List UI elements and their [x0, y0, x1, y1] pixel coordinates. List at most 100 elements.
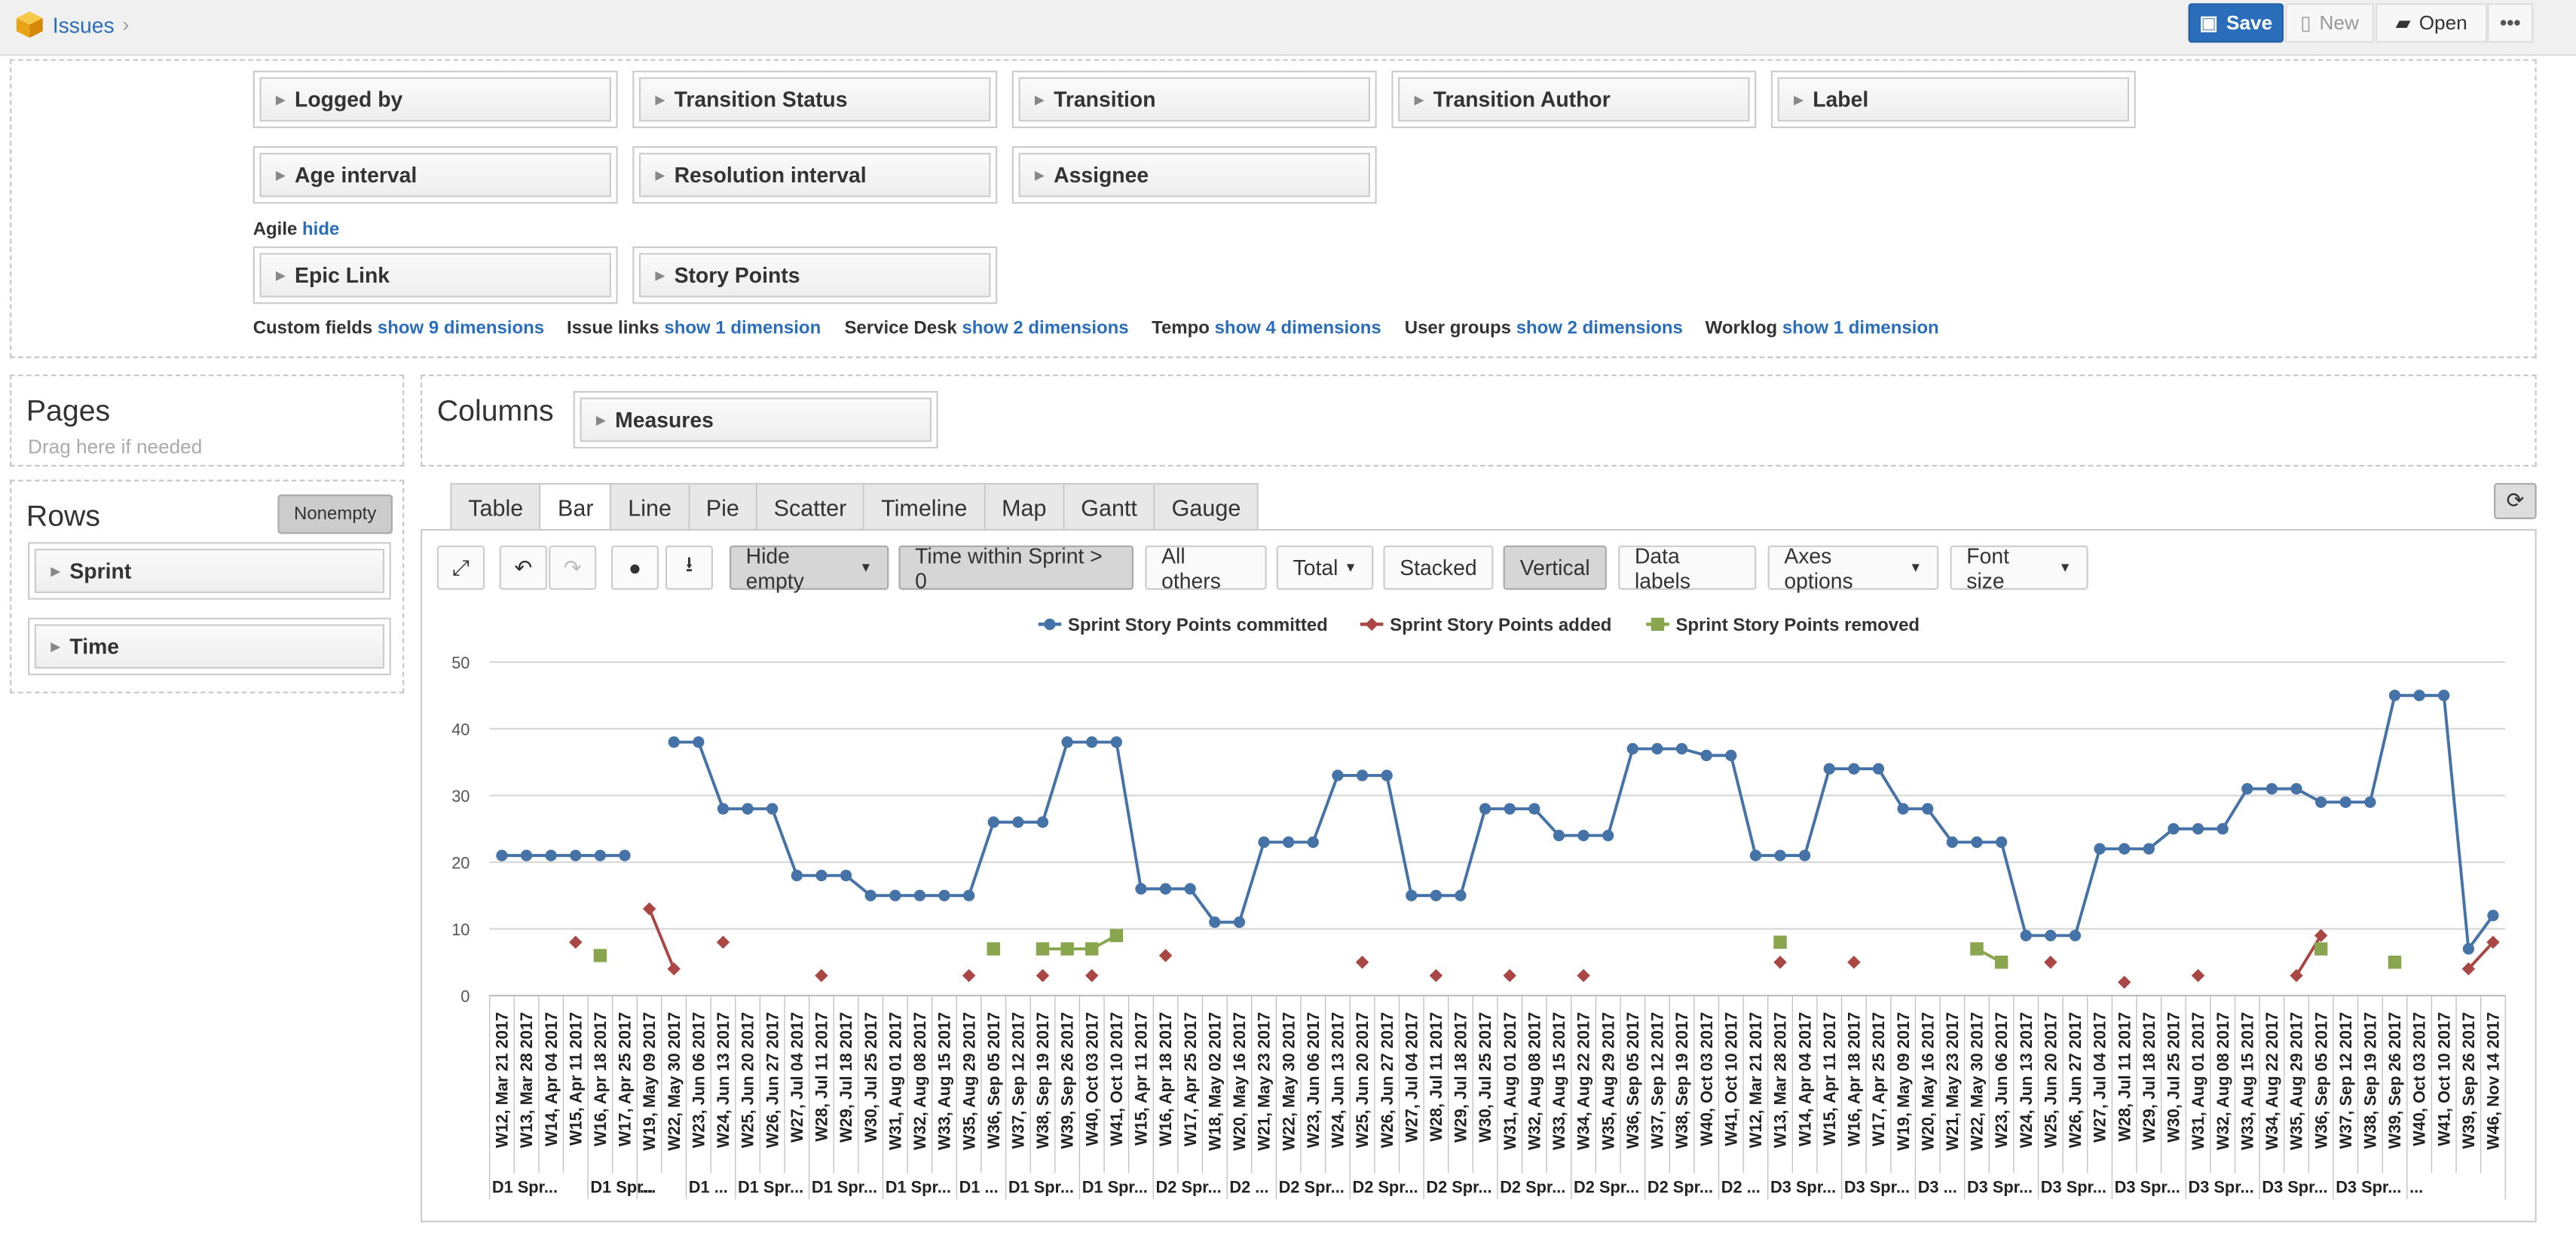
data-point[interactable]: [864, 889, 877, 901]
data-point[interactable]: [1479, 803, 1491, 815]
show-dimensions-link[interactable]: show 9 dimensions: [377, 318, 545, 339]
data-point[interactable]: [619, 849, 631, 861]
data-point[interactable]: [1086, 736, 1098, 748]
dimension-transition-author[interactable]: ▶ Transition Author: [1391, 70, 1757, 129]
data-point[interactable]: [1258, 836, 1270, 849]
data-point[interactable]: [1504, 803, 1516, 815]
data-labels-toggle[interactable]: Data labels: [1618, 543, 1757, 592]
data-point[interactable]: [2117, 975, 2131, 990]
data-point[interactable]: [1283, 836, 1295, 849]
data-point[interactable]: [938, 889, 950, 901]
data-point[interactable]: [1848, 763, 1860, 775]
data-point[interactable]: [1675, 742, 1688, 755]
data-point[interactable]: [594, 849, 607, 861]
data-point[interactable]: [717, 803, 730, 815]
data-point[interactable]: [2339, 796, 2351, 808]
data-point[interactable]: [1355, 956, 1369, 969]
new-button[interactable]: ▯ New: [2285, 3, 2374, 43]
data-point[interactable]: [791, 870, 803, 882]
dimension-age-interval[interactable]: ▶ Age interval: [252, 146, 618, 204]
data-point[interactable]: [2413, 690, 2425, 702]
show-dimensions-link[interactable]: show 4 dimensions: [1214, 318, 1381, 339]
show-dimensions-link[interactable]: show 2 dimensions: [962, 318, 1129, 339]
legend-item[interactable]: Sprint Story Points added: [1390, 615, 1611, 635]
data-point[interactable]: [667, 962, 681, 976]
tab-map[interactable]: Map: [984, 482, 1063, 531]
redo-button[interactable]: ↷: [549, 545, 597, 590]
dimension-epic-link[interactable]: ▶ Epic Link: [252, 246, 618, 304]
nonempty-button[interactable]: Nonempty: [277, 494, 393, 534]
data-point[interactable]: [1085, 942, 1099, 956]
app-title[interactable]: Issues: [52, 12, 115, 38]
data-point[interactable]: [913, 889, 926, 901]
stacked-toggle[interactable]: Stacked: [1383, 545, 1494, 590]
data-point[interactable]: [1725, 749, 1737, 762]
data-point[interactable]: [1233, 916, 1246, 929]
data-point[interactable]: [1060, 942, 1074, 956]
comments-button[interactable]: ●: [610, 545, 659, 590]
data-point[interactable]: [1381, 769, 1393, 782]
data-point[interactable]: [1085, 968, 1099, 983]
show-dimensions-link[interactable]: show 1 dimension: [664, 318, 821, 339]
data-point[interactable]: [668, 736, 680, 748]
data-point[interactable]: [2044, 956, 2057, 969]
data-point[interactable]: [889, 889, 901, 901]
data-point[interactable]: [1036, 968, 1050, 983]
legend-item[interactable]: Sprint Story Points removed: [1675, 615, 1920, 635]
data-point[interactable]: [2217, 823, 2229, 835]
data-point[interactable]: [2461, 962, 2476, 976]
data-point[interactable]: [1109, 929, 1124, 943]
hide-empty-dropdown[interactable]: Hide empty ▼: [729, 543, 889, 592]
data-point[interactable]: [742, 803, 754, 815]
data-point[interactable]: [1577, 829, 1589, 842]
data-point[interactable]: [1455, 889, 1467, 901]
data-point[interactable]: [2069, 929, 2082, 941]
data-point[interactable]: [1110, 736, 1122, 748]
data-point[interactable]: [1429, 968, 1443, 983]
data-point[interactable]: [1700, 749, 1712, 762]
data-point[interactable]: [1651, 742, 1663, 755]
data-point[interactable]: [1994, 956, 2008, 969]
dimension-transition-status[interactable]: ▶ Transition Status: [632, 70, 998, 129]
data-point[interactable]: [840, 870, 852, 882]
vertical-toggle[interactable]: Vertical: [1503, 545, 1607, 590]
data-point[interactable]: [545, 849, 557, 861]
data-point[interactable]: [2168, 823, 2180, 835]
data-point[interactable]: [1577, 968, 1590, 983]
tab-scatter[interactable]: Scatter: [755, 482, 864, 531]
data-point[interactable]: [1995, 836, 2008, 849]
data-point[interactable]: [1847, 956, 1861, 969]
data-point[interactable]: [1922, 803, 1934, 815]
agile-hide-link[interactable]: hide: [302, 220, 340, 240]
data-point[interactable]: [2290, 783, 2302, 795]
dimension-story-points[interactable]: ▶ Story Points: [632, 246, 998, 304]
pages-zone[interactable]: [10, 375, 405, 467]
data-point[interactable]: [2094, 843, 2106, 855]
data-point[interactable]: [987, 816, 999, 828]
all-others-toggle[interactable]: All others: [1145, 543, 1267, 592]
data-point[interactable]: [1897, 803, 1909, 815]
font-size-dropdown[interactable]: Font size ▼: [1950, 543, 2088, 592]
data-point[interactable]: [593, 949, 607, 962]
data-point[interactable]: [1823, 763, 1835, 775]
data-point[interactable]: [1356, 769, 1369, 782]
data-point[interactable]: [1061, 736, 1073, 748]
data-point[interactable]: [520, 849, 533, 861]
data-point[interactable]: [1773, 956, 1787, 969]
data-point[interactable]: [2143, 843, 2155, 855]
data-point[interactable]: [2462, 943, 2474, 955]
data-point[interactable]: [642, 902, 656, 916]
tab-pie[interactable]: Pie: [687, 482, 756, 531]
data-point[interactable]: [2364, 796, 2376, 808]
refresh-button[interactable]: ⟳: [2494, 482, 2537, 519]
data-point[interactable]: [1799, 849, 1811, 861]
show-dimensions-link[interactable]: show 1 dimension: [1782, 318, 1939, 339]
columns-zone[interactable]: [421, 375, 2537, 467]
dimension-label-field[interactable]: ▶ Label: [1770, 70, 2136, 129]
tab-timeline[interactable]: Timeline: [863, 482, 984, 531]
undo-button[interactable]: ↶: [499, 545, 547, 590]
data-point[interactable]: [2388, 956, 2402, 969]
data-point[interactable]: [1209, 916, 1221, 929]
data-point[interactable]: [1159, 883, 1172, 895]
data-point[interactable]: [1406, 889, 1418, 901]
